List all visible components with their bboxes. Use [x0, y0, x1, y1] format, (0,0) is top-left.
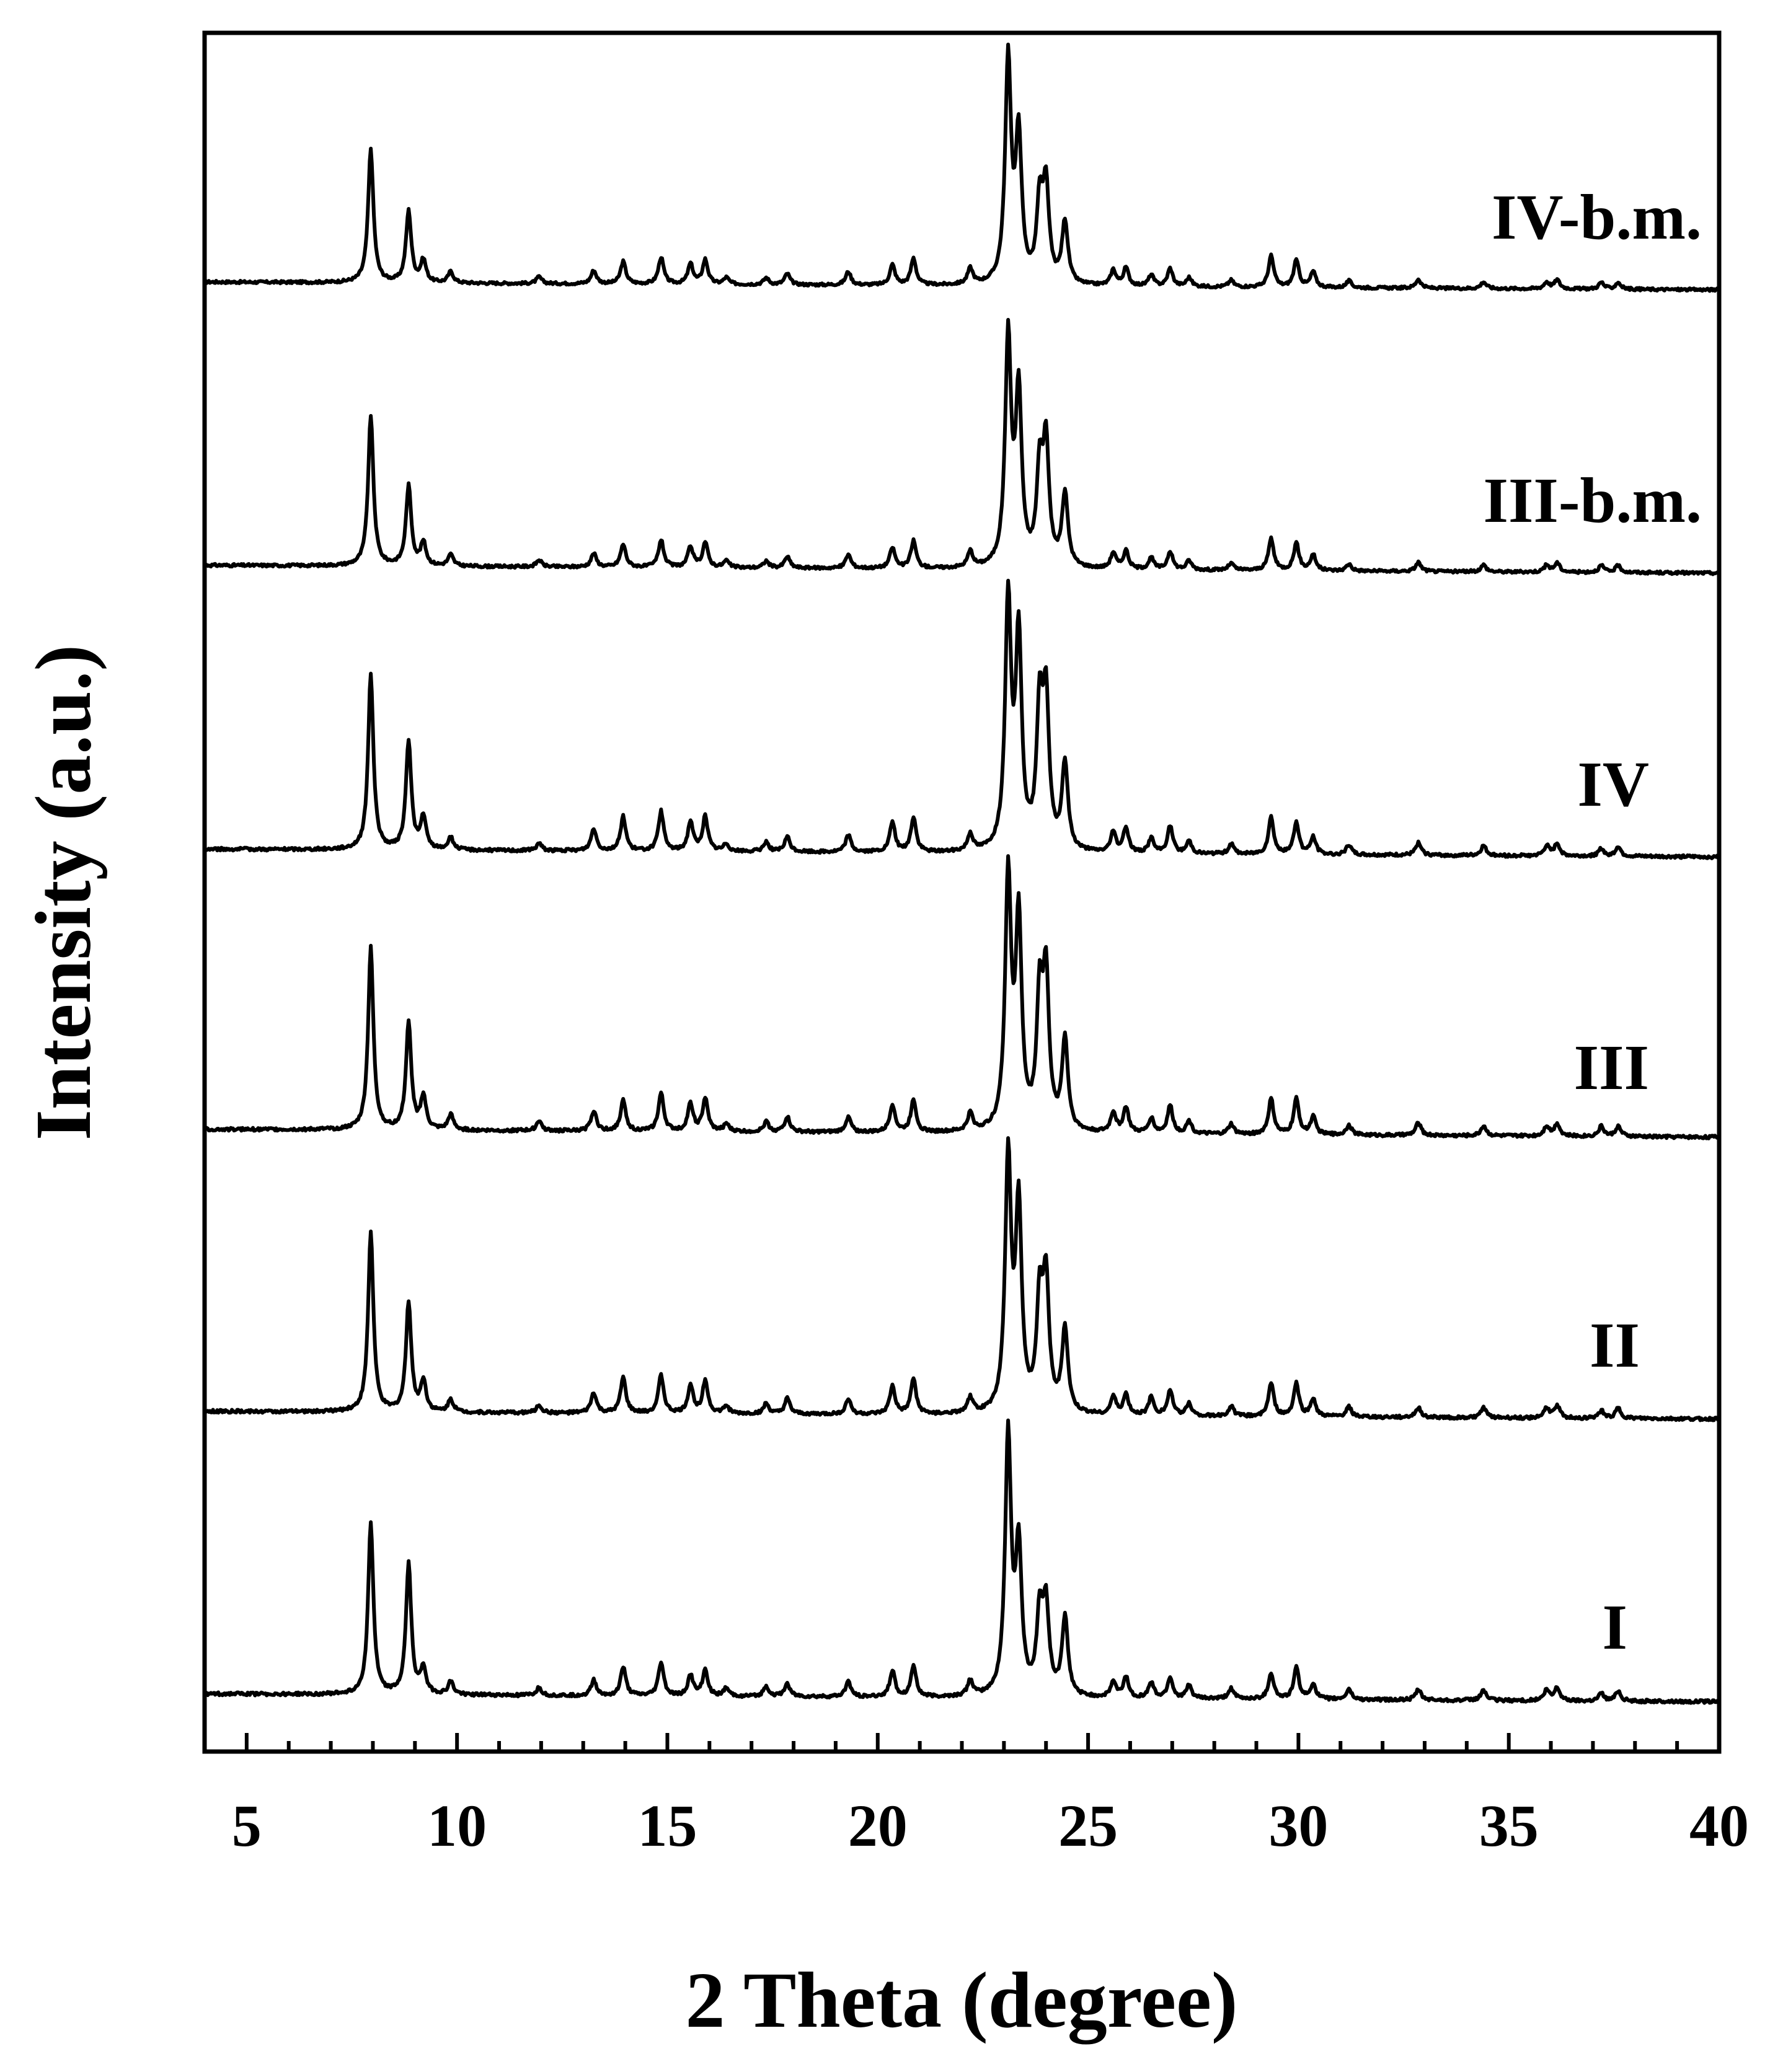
x-axis-tick-labels: 5 10 15 20 25 30 35 40 — [232, 1792, 1749, 1859]
x-tick-label: 35 — [1479, 1792, 1539, 1859]
series-traces — [203, 42, 1721, 1705]
series-label: IV — [1577, 749, 1649, 820]
series-label: III — [1574, 1032, 1649, 1103]
y-axis-title: Intensity (a.u.) — [19, 645, 107, 1140]
x-axis-title: 2 Theta (degree) — [685, 1956, 1237, 2044]
x-tick-label: 30 — [1268, 1792, 1328, 1859]
x-tick-label: 15 — [637, 1792, 697, 1859]
series-line — [203, 578, 1721, 860]
x-tick-label: 5 — [232, 1792, 262, 1859]
series-line — [203, 1136, 1721, 1422]
series-line — [203, 317, 1721, 576]
series-label: IV-b.m. — [1492, 182, 1702, 253]
series-label: I — [1603, 1592, 1627, 1663]
x-axis-ticks — [203, 1733, 1721, 1752]
series-line — [203, 1418, 1721, 1705]
x-tick-label: 40 — [1689, 1792, 1749, 1859]
series-label: III-b.m. — [1483, 465, 1702, 536]
x-tick-label: 25 — [1058, 1792, 1118, 1859]
x-tick-label: 20 — [848, 1792, 908, 1859]
series-line — [203, 42, 1721, 293]
x-tick-label: 10 — [427, 1792, 487, 1859]
plot-frame — [202, 30, 1722, 1754]
series-label: II — [1590, 1310, 1640, 1381]
series-line — [203, 854, 1721, 1140]
